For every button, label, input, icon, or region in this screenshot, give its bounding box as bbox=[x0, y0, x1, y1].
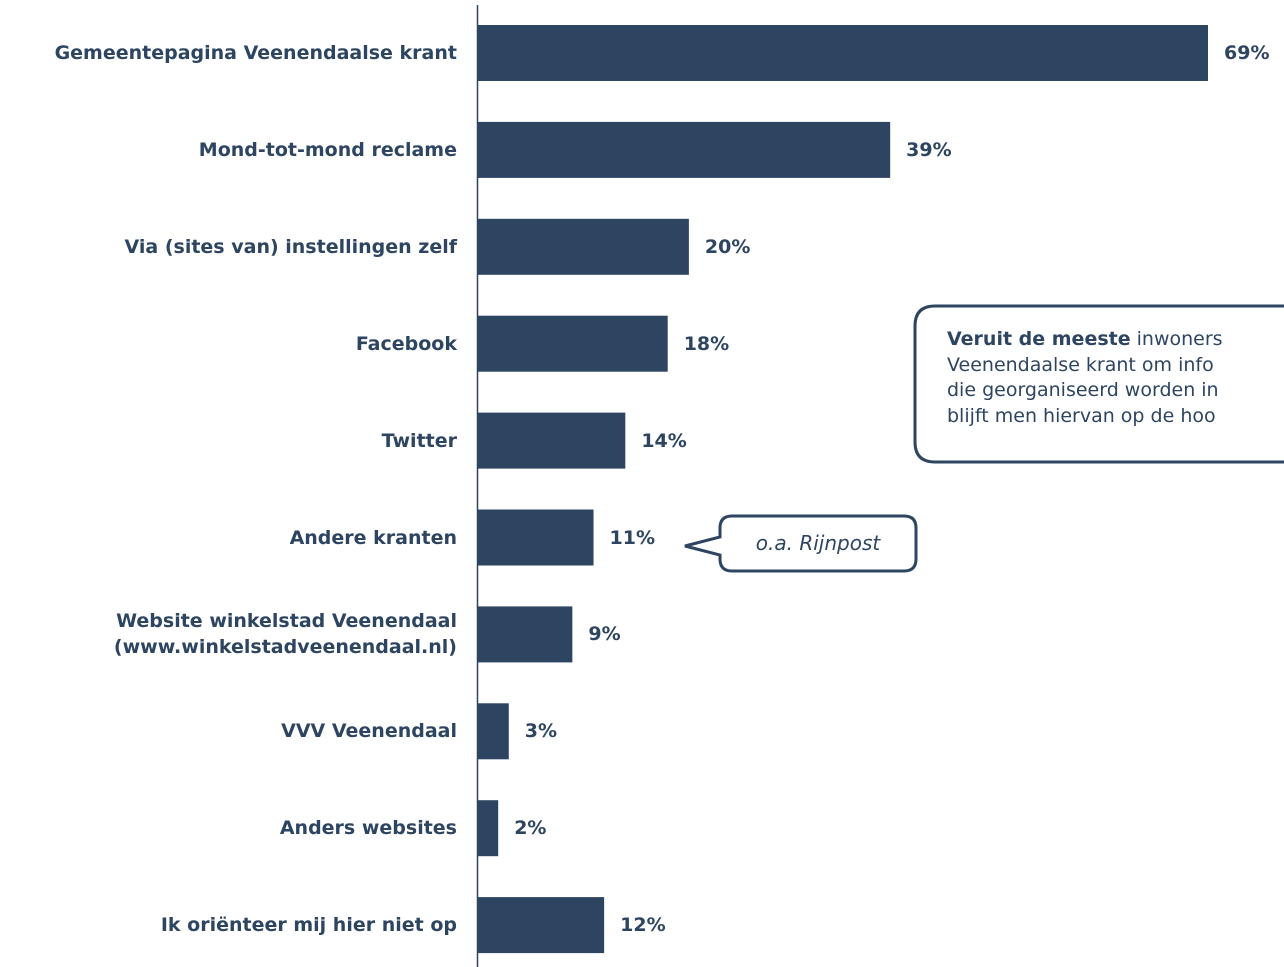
bar bbox=[477, 897, 605, 954]
note: o.a. Rijnpost bbox=[755, 531, 881, 555]
bar bbox=[477, 509, 594, 566]
bar bbox=[477, 606, 573, 663]
callout-line: Veenendaalse krant om info bbox=[947, 353, 1214, 376]
value-label: 11% bbox=[609, 526, 656, 549]
value-label: 69% bbox=[1224, 42, 1270, 64]
callout-text: Veruit de meeste inwoners Veenendaalse kr… bbox=[947, 327, 1223, 429]
bar bbox=[477, 25, 1208, 81]
category-label: Gemeentepagina Veenendaalse krant bbox=[54, 42, 457, 64]
category-label: Ik oriënteer mij hier niet op bbox=[160, 914, 457, 937]
category-label: Twitter bbox=[381, 429, 457, 452]
category-label: Via (sites van) instellingen zelf bbox=[124, 235, 457, 258]
callout-line: die georganiseerd worden in bbox=[947, 379, 1219, 401]
bar bbox=[477, 121, 891, 178]
bar bbox=[477, 412, 626, 469]
callout-bold: Veruit de meeste bbox=[947, 328, 1131, 350]
value-label: 12% bbox=[620, 914, 666, 937]
bar bbox=[477, 218, 689, 275]
category-label: Mond-tot-mond reclame bbox=[198, 138, 457, 161]
category-label: Anders websites bbox=[279, 817, 457, 840]
value-label: 2% bbox=[514, 817, 547, 840]
value-label: 9% bbox=[588, 623, 621, 646]
category-label: Facebook bbox=[355, 332, 457, 355]
bar bbox=[477, 315, 668, 372]
value-label: 3% bbox=[524, 720, 558, 743]
callout-line: blijft men hiervan op de hoo bbox=[947, 404, 1216, 427]
bar bbox=[477, 703, 509, 760]
category-label: VVV Veenendaal bbox=[281, 720, 457, 743]
callout-box bbox=[913, 304, 1284, 464]
category-label: Andere kranten bbox=[289, 526, 457, 549]
callout-line: inwoners bbox=[1136, 328, 1223, 350]
bar bbox=[477, 800, 499, 857]
value-label: 20% bbox=[704, 235, 751, 258]
value-label: 18% bbox=[683, 332, 730, 355]
note-box bbox=[684, 514, 918, 573]
value-label: 39% bbox=[906, 138, 952, 161]
value-label: 14% bbox=[641, 429, 687, 452]
category-label: Website winkelstad Veenendaal (www.winke… bbox=[113, 610, 457, 659]
